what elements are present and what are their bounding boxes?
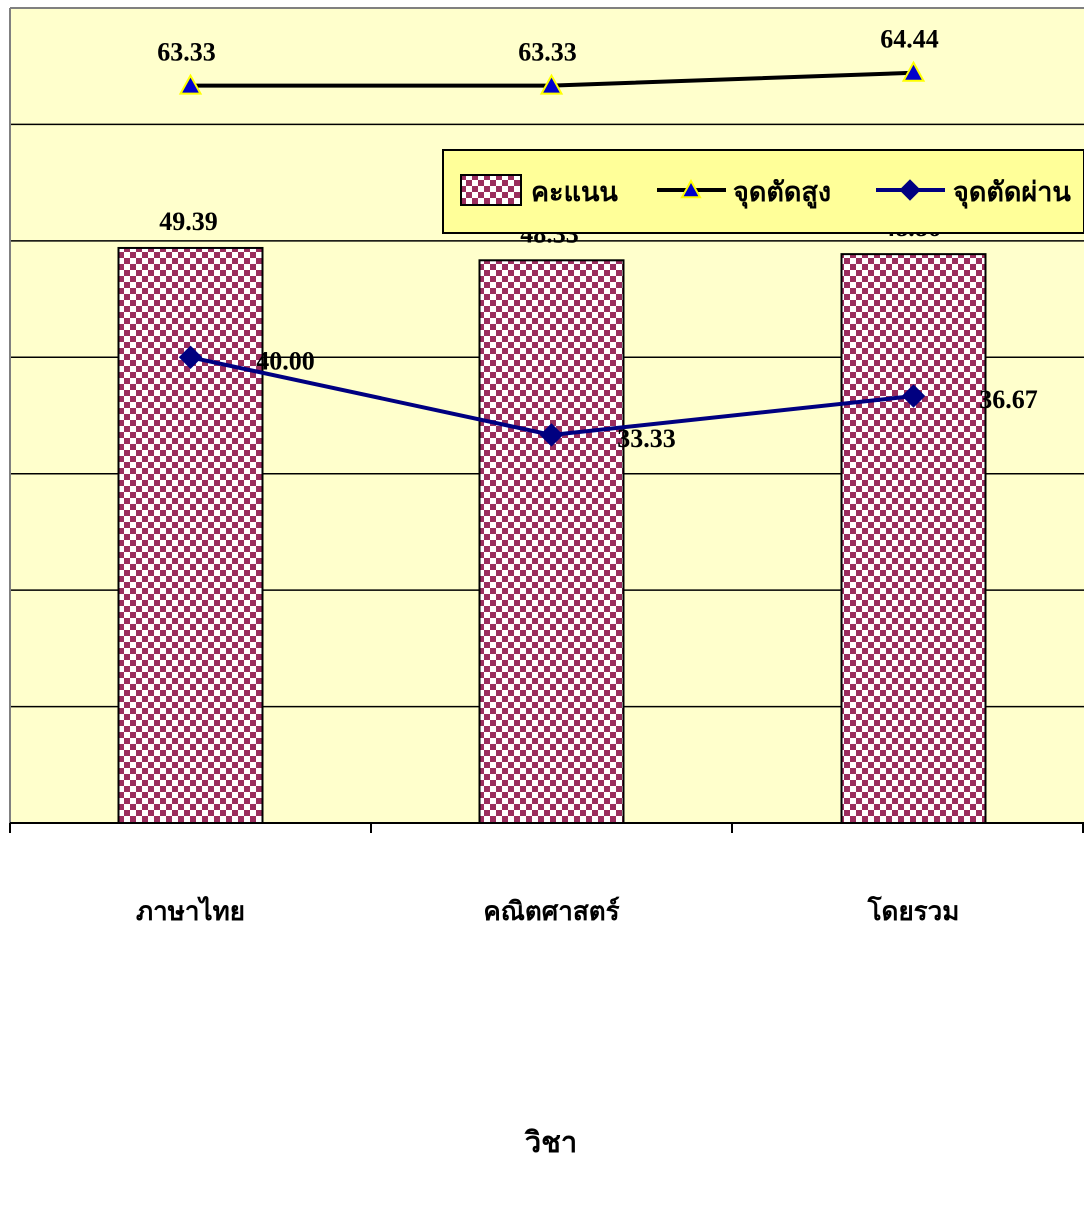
x-axis-title: วิชา	[524, 1127, 577, 1159]
legend-label-high: จุดตัดสูง	[733, 177, 831, 209]
marker-pass-cutoff	[178, 345, 203, 369]
legend-label-pass: จุดตัดผ่าน	[953, 177, 1071, 209]
pass-cutoff-data-label: 36.67	[979, 385, 1038, 414]
marker-pass-cutoff	[539, 423, 564, 447]
legend-box	[442, 149, 1084, 234]
legend-swatch-pass-marker	[899, 179, 921, 201]
pass-cutoff-data-label: 40.00	[256, 346, 315, 375]
high-cutoff-data-label: 63.33	[518, 38, 577, 67]
bar-data-label: 49.39	[159, 207, 218, 236]
marker-pass-cutoff	[901, 384, 926, 408]
marker-high-cutoff	[178, 73, 203, 95]
x-tick-label: คณิตศาสตร์	[483, 896, 619, 926]
bar	[117, 246, 264, 824]
pass-cutoff-data-label: 33.33	[617, 424, 676, 453]
bar	[478, 259, 625, 824]
high-cutoff-data-label: 63.33	[157, 38, 216, 67]
legend-swatch-high-marker	[680, 178, 702, 199]
bar	[840, 253, 987, 824]
high-cutoff-data-label: 64.44	[880, 25, 939, 54]
legend-swatch-bar	[460, 174, 522, 206]
legend-label-bar: คะแนน	[531, 177, 618, 207]
x-tick-label: ภาษาไทย	[136, 895, 245, 926]
marker-high-cutoff	[901, 60, 926, 82]
x-tick-label: โดยรวม	[867, 895, 960, 926]
marker-high-cutoff	[539, 73, 564, 95]
